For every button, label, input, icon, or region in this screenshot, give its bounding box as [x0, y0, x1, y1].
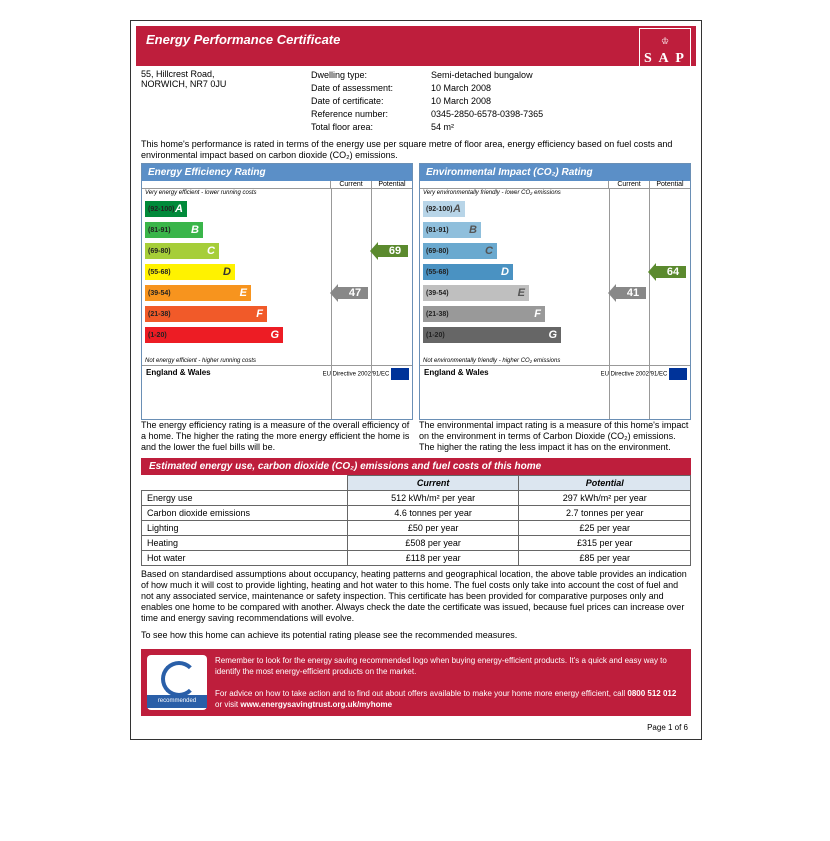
band-D: (55-68)D: [423, 264, 513, 280]
certificate-date: 10 March 2008: [431, 95, 691, 108]
band-A: (92-100)A: [145, 201, 187, 217]
footer-box: recommended Remember to look for the ene…: [141, 649, 691, 716]
energy-rating-box: Energy Efficiency Rating Current Potenti…: [141, 163, 413, 420]
band-G: (1-20)G: [423, 327, 561, 343]
estimates-table: Current Potential Energy use512 kWh/m² p…: [141, 475, 691, 566]
page-number: Page 1 of 6: [136, 721, 696, 734]
address-line1: 55, Hillcrest Road,: [141, 69, 311, 79]
potential-link-text: To see how this home can achieve its pot…: [136, 627, 696, 644]
potential-arrow: 64: [648, 263, 686, 281]
band-D: (55-68)D: [145, 264, 235, 280]
table-row: Hot water£118 per year£85 per year: [142, 551, 691, 566]
table-row: Lighting£50 per year£25 per year: [142, 521, 691, 536]
env-desc: The environmental impact rating is a mea…: [419, 420, 691, 453]
current-arrow: 41: [608, 284, 646, 302]
header: Energy Performance Certificate ♔S A P: [136, 26, 696, 66]
table-row: Carbon dioxide emissions4.6 tonnes per y…: [142, 506, 691, 521]
band-E: (39-54)E: [145, 285, 251, 301]
assessment-date: 10 March 2008: [431, 82, 691, 95]
table-row: Heating£508 per year£315 per year: [142, 536, 691, 551]
intro-text: This home's performance is rated in term…: [136, 137, 696, 163]
band-C: (69-80)C: [145, 243, 219, 259]
dwelling-type: Semi-detached bungalow: [431, 69, 691, 82]
energy-desc: The energy efficiency rating is a measur…: [141, 420, 413, 453]
band-A: (92-100)A: [423, 201, 465, 217]
floor-area: 54 m²: [431, 121, 691, 134]
band-F: (21-38)F: [145, 306, 267, 322]
energy-saving-logo: recommended: [147, 655, 207, 710]
current-arrow: 47: [330, 284, 368, 302]
env-rating-box: Environmental Impact (CO₂) Rating Curren…: [419, 163, 691, 420]
sap-logo: ♔S A P: [639, 28, 691, 68]
band-E: (39-54)E: [423, 285, 529, 301]
potential-arrow: 69: [370, 242, 408, 260]
band-B: (81-91)B: [423, 222, 481, 238]
band-F: (21-38)F: [423, 306, 545, 322]
band-G: (1-20)G: [145, 327, 283, 343]
eu-flag-icon: [669, 368, 687, 380]
estimates-desc: Based on standardised assumptions about …: [136, 566, 696, 627]
property-info: 55, Hillcrest Road, NORWICH, NR7 0JU Dwe…: [136, 66, 696, 137]
band-C: (69-80)C: [423, 243, 497, 259]
band-B: (81-91)B: [145, 222, 203, 238]
table-row: Energy use512 kWh/m² per year297 kWh/m² …: [142, 491, 691, 506]
address-line2: NORWICH, NR7 0JU: [141, 79, 311, 89]
reference-number: 0345-2850-6578-0398-7365: [431, 108, 691, 121]
estimates-title: Estimated energy use, carbon dioxide (CO…: [141, 458, 691, 475]
doc-title: Energy Performance Certificate: [136, 26, 696, 53]
eu-flag-icon: [391, 368, 409, 380]
